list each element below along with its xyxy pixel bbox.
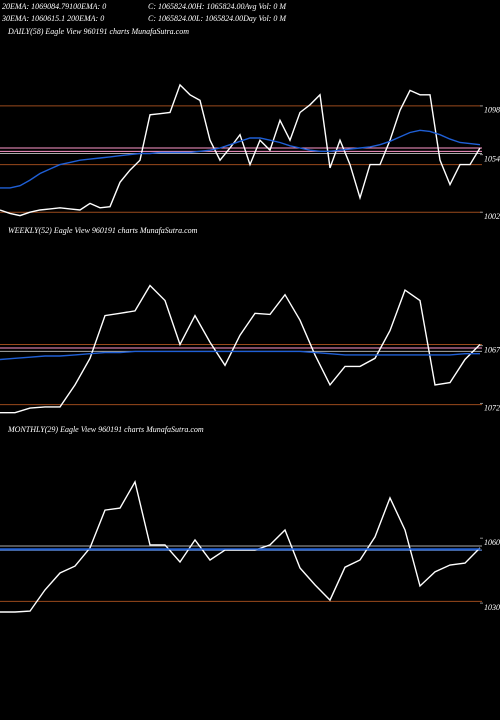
header-text: 30EMA: 1060615.1 200EMA: 0 (1, 14, 104, 23)
panel-title: DAILY(58) Eagle View 960191 charts Munaf… (7, 27, 189, 36)
price-line (0, 83, 481, 217)
header-text: 20EMA: 1069084.79100EMA: 0 (2, 2, 106, 11)
y-tick-label: 1067 (484, 345, 500, 354)
y-tick-label: 1030 (484, 603, 500, 612)
price-line (0, 129, 481, 189)
y-tick-label: 1072 (484, 403, 500, 412)
y-tick-label: 1060 (484, 538, 500, 547)
panel-title: WEEKLY(52) Eagle View 960191 charts Muna… (8, 226, 198, 235)
price-line (0, 350, 480, 361)
y-tick-label: 1002 (484, 212, 500, 221)
y-tick-label: 1098 (484, 106, 500, 115)
y-tick-label: 1054 (484, 154, 500, 163)
header-text: C: 1065824.00L: 1065824.00Day Vol: 0 M (148, 14, 287, 23)
price-line (0, 480, 481, 613)
panel-title: MONTHLY(29) Eagle View 960191 charts Mun… (7, 425, 204, 434)
header-text: C: 1065824.00H: 1065824.00Avg Vol: 0 M (148, 2, 287, 11)
price-line (0, 284, 481, 414)
